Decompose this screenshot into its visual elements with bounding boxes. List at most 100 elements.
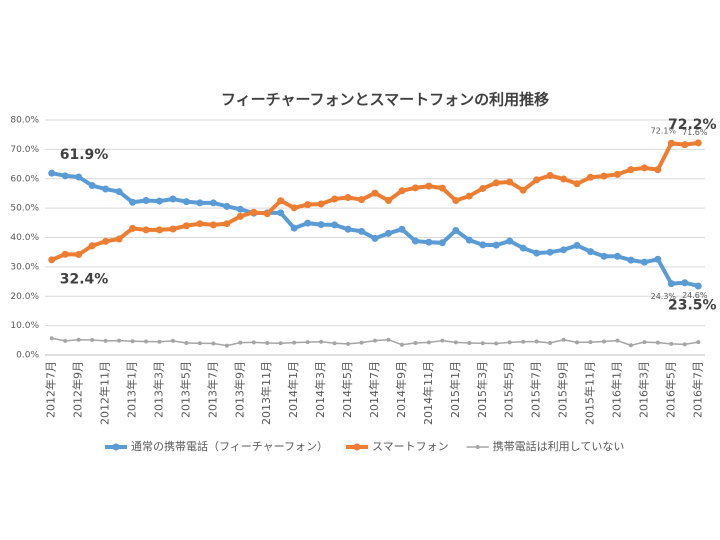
data-point: [209, 199, 217, 207]
y-tick-label: 20.0%: [10, 292, 39, 302]
data-point: [613, 252, 621, 260]
data-point: [290, 224, 298, 232]
data-point: [546, 172, 554, 180]
data-point: [426, 340, 431, 345]
data-point: [157, 339, 162, 344]
data-point: [76, 337, 81, 342]
legend-marker: [353, 443, 361, 451]
data-point: [682, 342, 687, 347]
x-tick-label: 2014年9月: [394, 361, 408, 418]
data-point: [546, 248, 554, 256]
data-point: [587, 248, 595, 256]
data-point: [640, 258, 648, 266]
data-point: [425, 238, 433, 246]
data-point: [575, 340, 580, 345]
data-point: [182, 198, 190, 206]
data-point: [196, 199, 204, 207]
data-point: [534, 339, 539, 344]
data-point: [548, 340, 553, 345]
data-point: [371, 189, 379, 197]
legend-label: スマートフォン: [372, 440, 449, 453]
data-label: 72.2%: [668, 117, 717, 133]
data-point: [601, 339, 606, 344]
data-point: [117, 338, 122, 343]
y-tick-label: 30.0%: [10, 262, 39, 272]
data-point: [236, 205, 244, 213]
data-point: [413, 340, 418, 345]
data-point: [669, 341, 674, 346]
data-point: [265, 340, 270, 345]
data-point: [155, 197, 163, 205]
data-point: [452, 196, 460, 204]
data-point: [155, 226, 163, 234]
data-point: [640, 164, 648, 172]
data-point: [224, 343, 229, 348]
data-point: [425, 182, 433, 190]
data-point: [344, 225, 352, 233]
data-point: [209, 221, 217, 229]
data-point: [115, 235, 123, 243]
x-tick-label: 2013年1月: [125, 361, 139, 418]
data-point: [384, 229, 392, 237]
data-point: [627, 166, 635, 174]
x-tick-label: 2012年11月: [98, 361, 112, 425]
data-point: [115, 188, 123, 196]
x-tick-label: 2013年11月: [259, 361, 273, 425]
y-tick-label: 80.0%: [10, 116, 39, 126]
data-point: [169, 225, 177, 233]
data-point: [386, 337, 391, 342]
data-point: [694, 282, 702, 290]
data-point: [103, 338, 108, 343]
data-point: [492, 241, 500, 249]
data-point: [492, 179, 500, 187]
data-point: [655, 340, 660, 345]
legend-marker: [112, 443, 120, 451]
x-tick-label: 2015年3月: [475, 361, 489, 418]
data-point: [63, 338, 68, 343]
data-point: [452, 226, 460, 234]
data-point: [61, 250, 69, 258]
data-point: [346, 341, 351, 346]
data-point: [627, 256, 635, 264]
x-tick-label: 2014年3月: [313, 361, 327, 418]
x-tick-label: 2016年5月: [663, 361, 677, 418]
data-point: [453, 340, 458, 345]
data-point: [399, 342, 404, 347]
x-tick-label: 2014年1月: [286, 361, 300, 418]
data-point: [250, 208, 258, 216]
y-tick-label: 70.0%: [10, 145, 39, 155]
x-tick-label: 2014年11月: [421, 361, 435, 425]
data-label: 23.5%: [668, 297, 717, 313]
data-point: [75, 173, 83, 181]
data-point: [560, 175, 568, 183]
x-tick-label: 2016年3月: [636, 361, 650, 418]
data-point: [438, 184, 446, 192]
x-tick-label: 2016年7月: [690, 361, 704, 418]
data-point: [304, 219, 312, 227]
x-tick-label: 2013年7月: [205, 361, 219, 418]
data-label: 24.3%: [651, 292, 677, 301]
data-point: [373, 338, 377, 343]
data-point: [144, 339, 149, 344]
data-point: [317, 200, 325, 208]
data-point: [332, 341, 337, 346]
data-point: [561, 337, 566, 342]
data-point: [49, 336, 54, 341]
data-point: [130, 339, 135, 344]
x-tick-label: 2014年5月: [340, 361, 354, 418]
data-point: [519, 186, 527, 194]
data-label: 24.6%: [682, 291, 708, 300]
data-point: [398, 187, 406, 195]
y-tick-label: 50.0%: [10, 204, 39, 214]
data-point: [521, 339, 526, 344]
data-point: [600, 252, 608, 260]
y-tick-label: 10.0%: [10, 321, 39, 331]
data-point: [479, 241, 487, 249]
data-point: [129, 224, 137, 232]
x-tick-label: 2013年9月: [232, 361, 246, 418]
x-tick-label: 2014年7月: [367, 361, 381, 418]
data-point: [507, 340, 512, 345]
data-point: [588, 340, 593, 345]
data-point: [88, 242, 96, 250]
